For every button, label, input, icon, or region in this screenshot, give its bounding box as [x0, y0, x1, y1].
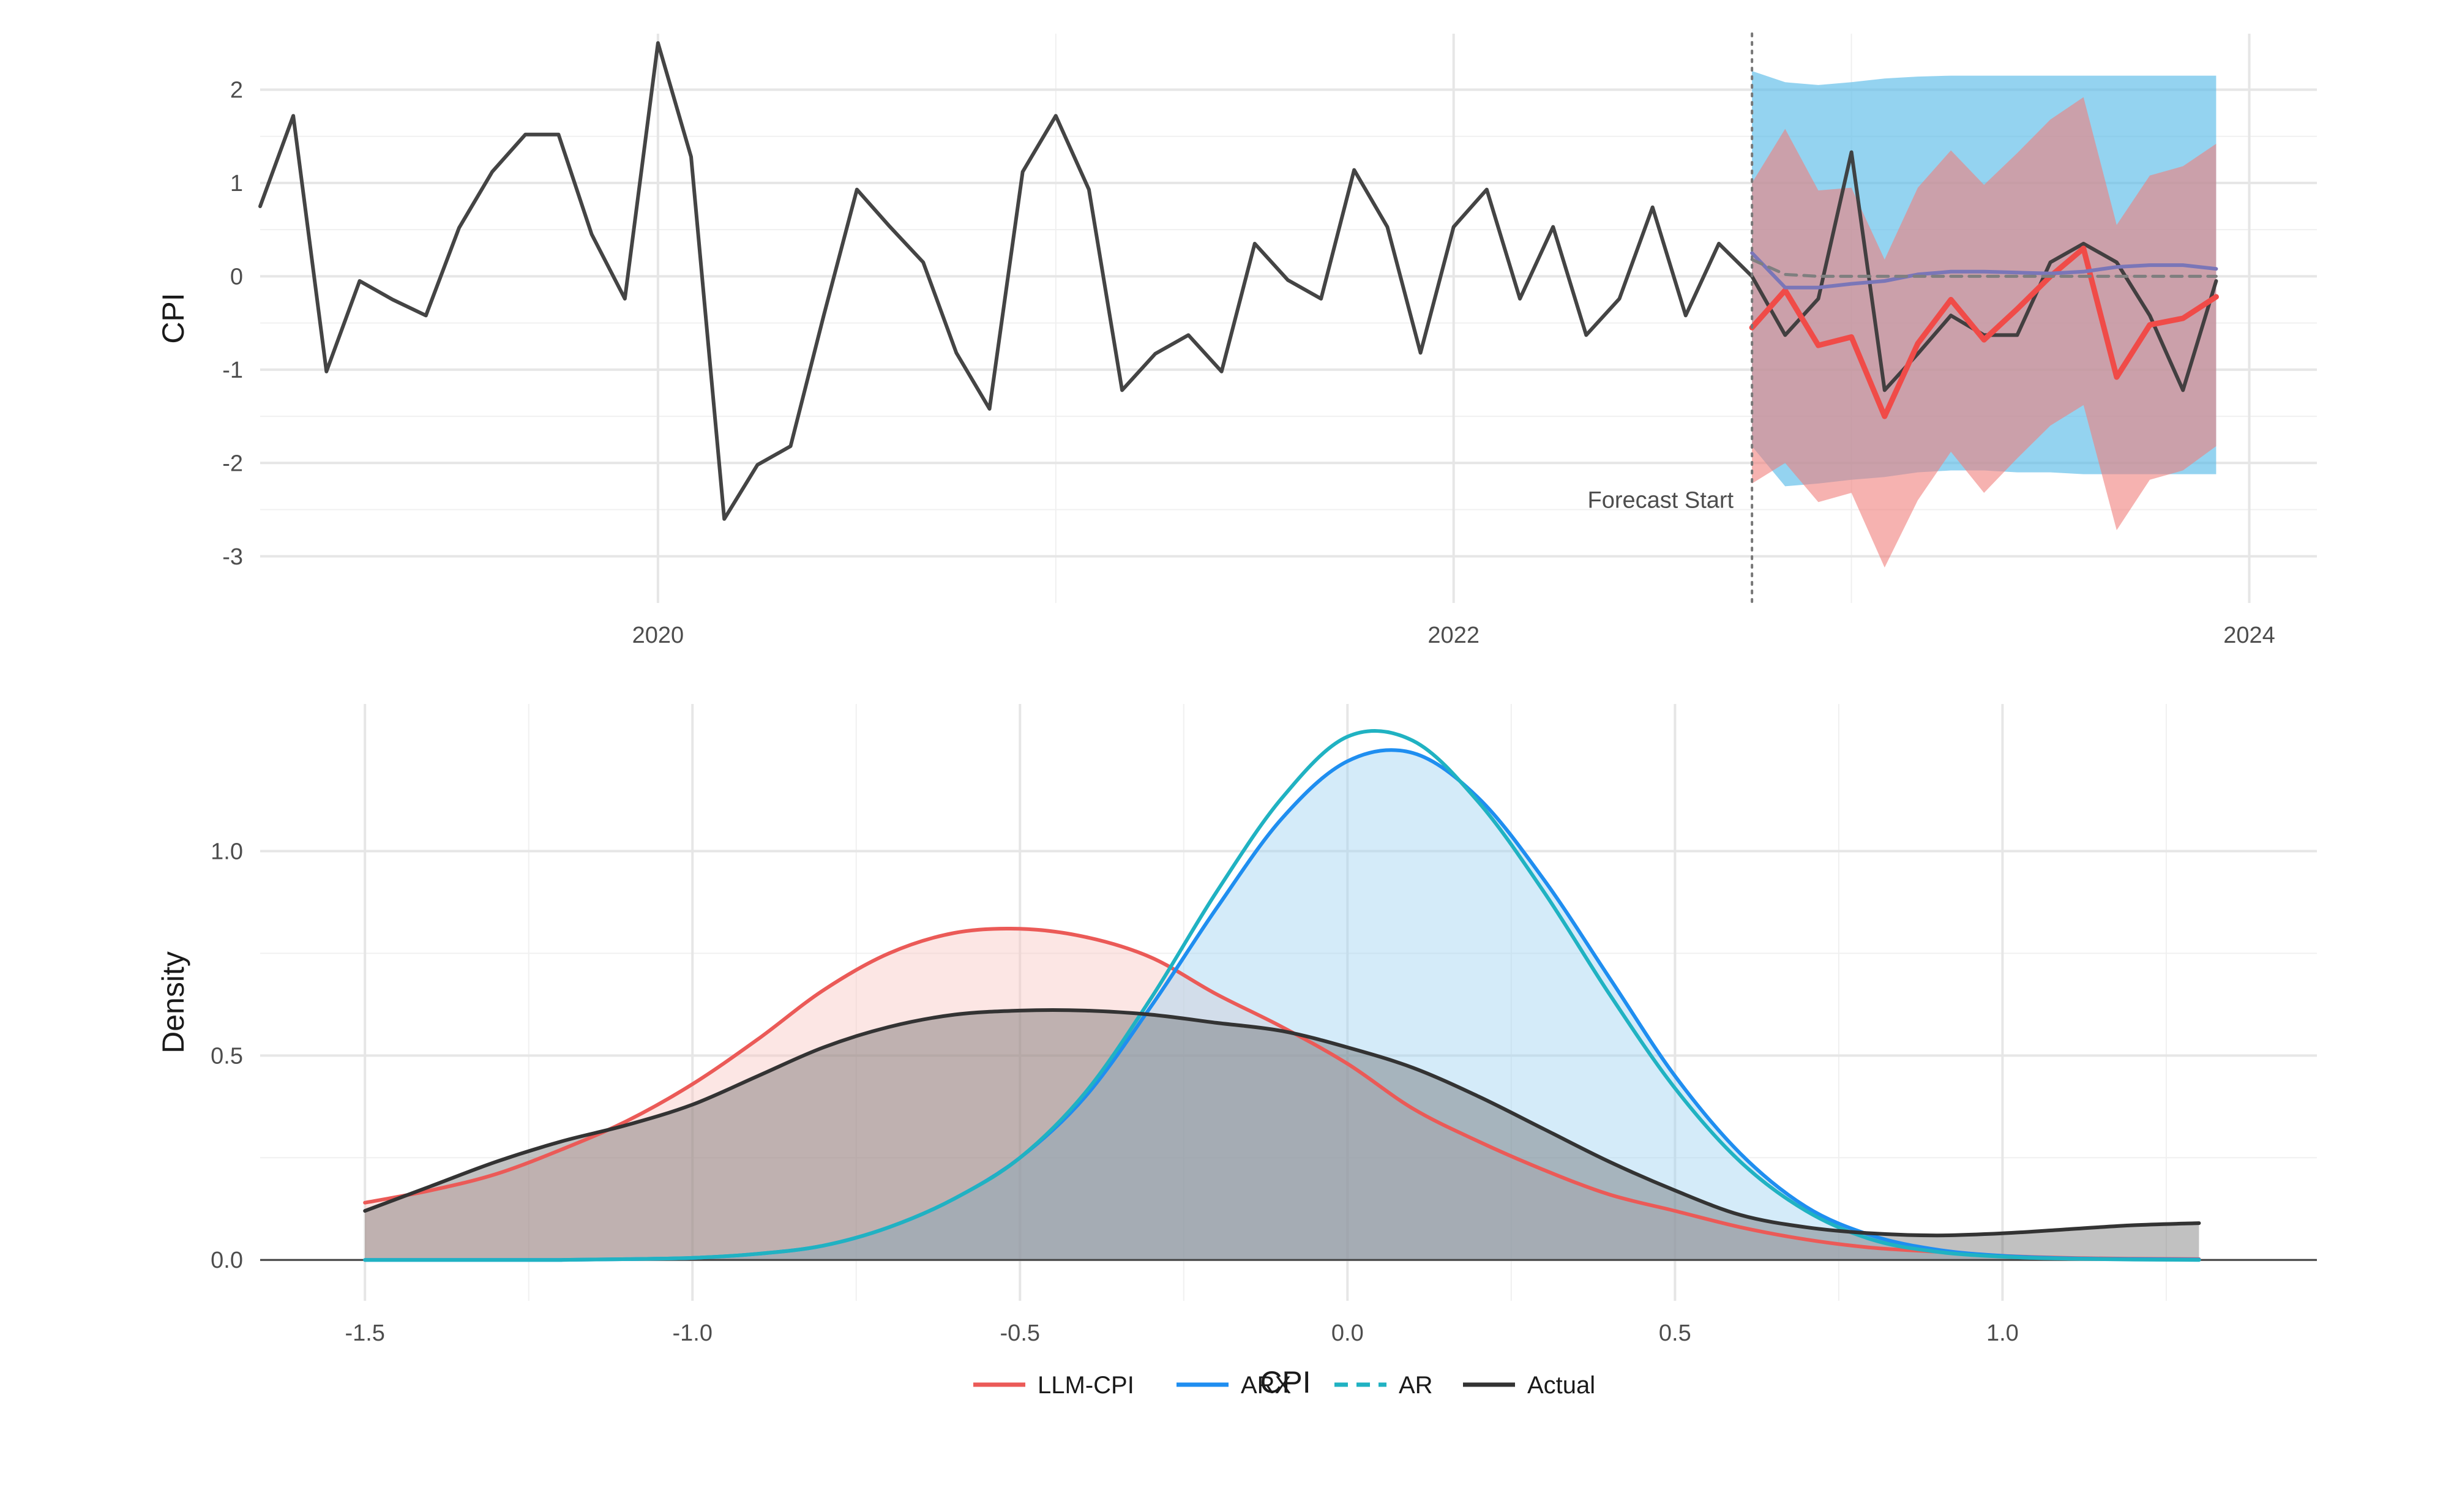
x-tick-label: 2020 — [632, 623, 684, 648]
series-line-2 — [1749, 245, 2219, 419]
y-tick-label: -3 — [222, 544, 243, 570]
y-tick-label: 1.0 — [211, 839, 243, 864]
y-axis-title: CPI — [156, 293, 190, 343]
density-fill-llm-cpi — [365, 928, 2199, 1260]
density-line-actual — [363, 1008, 2201, 1238]
series-line-3 — [1750, 251, 2218, 290]
legend-label-arx: ARX — [1241, 1372, 1291, 1399]
x-tick-label: 2024 — [2223, 623, 2275, 648]
y-tick-label: 0.0 — [211, 1248, 243, 1273]
y-tick-label: -1 — [222, 357, 243, 383]
x-tick-label: -1.0 — [672, 1320, 712, 1346]
legend-label-actual: Actual — [1527, 1372, 1595, 1399]
y-tick-label: 2 — [230, 77, 243, 103]
x-tick-label: 0.5 — [1659, 1320, 1691, 1346]
legend: LLM-CPI ARX AR Actual — [973, 1372, 1595, 1399]
x-axis-title: CPI — [1260, 1365, 1311, 1399]
density-panel: 0.0 0.5 1.0 -1.5 -1.0 -0.5 0.0 0.5 1.0 Density CPI — [156, 704, 2317, 1399]
forecast-band-2 — [1752, 97, 2217, 568]
density-line-llm-cpi — [363, 926, 2201, 1261]
x-tick-label: 2022 — [1427, 623, 1480, 648]
density-fill-arx — [365, 750, 2199, 1260]
y-tick-label: -2 — [222, 451, 243, 476]
series-line-4 — [1750, 258, 2218, 278]
y-tick-label: 1 — [230, 171, 243, 196]
time-series-panel: -3 -2 -1 0 1 2 2020 2022 2024 CPI Forecast Start — [156, 32, 2317, 648]
y-tick-label: 0.5 — [211, 1043, 243, 1069]
x-tick-label: -1.5 — [345, 1320, 384, 1346]
density-line-ar — [363, 728, 2201, 1262]
legend-label-ar: AR — [1399, 1372, 1433, 1399]
y-axis-title: Density — [156, 951, 190, 1054]
forecast-start-label: Forecast Start — [1587, 487, 1734, 513]
legend-label-llm-cpi: LLM-CPI — [1038, 1372, 1134, 1399]
x-tick-label: 0.0 — [1331, 1320, 1364, 1346]
series-line-1 — [258, 41, 2218, 521]
density-fill-actual — [365, 1010, 2199, 1260]
x-tick-label: 1.0 — [1986, 1320, 2019, 1346]
y-tick-label: 0 — [230, 264, 243, 290]
x-tick-label: -0.5 — [1000, 1320, 1040, 1346]
